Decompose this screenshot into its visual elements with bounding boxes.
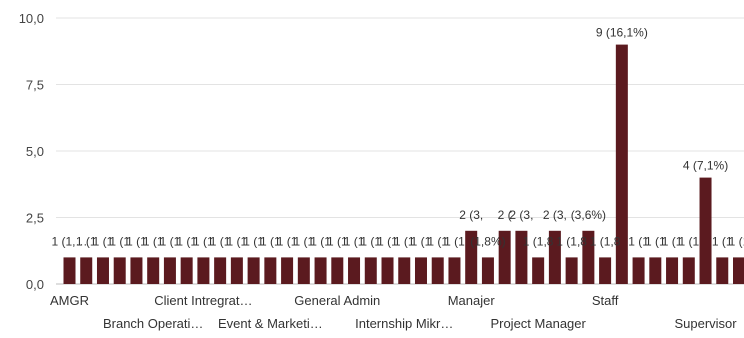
data-label: (3,6%) — [571, 208, 606, 222]
bar[interactable] — [415, 257, 427, 284]
data-label: 1 (1,8 — [523, 234, 554, 248]
bar[interactable] — [365, 257, 377, 284]
data-label: 1 (1 — [444, 234, 465, 248]
bar[interactable] — [130, 257, 142, 284]
x-tick-label: Internship Mikr… — [355, 316, 453, 331]
bar[interactable] — [716, 257, 728, 284]
bar[interactable] — [214, 257, 226, 284]
bar[interactable] — [197, 257, 209, 284]
x-tick-label: Event & Marketi… — [218, 316, 323, 331]
data-label: 9 (16,1%) — [596, 26, 648, 40]
bar[interactable] — [64, 257, 76, 284]
bar[interactable] — [147, 257, 159, 284]
bar[interactable] — [566, 257, 578, 284]
bar[interactable] — [114, 257, 126, 284]
bar[interactable] — [666, 257, 678, 284]
bar[interactable] — [231, 257, 243, 284]
bar[interactable] — [733, 257, 744, 284]
y-tick-label: 2,5 — [26, 211, 44, 226]
data-label: 2 (3, — [543, 208, 567, 222]
bar[interactable] — [599, 257, 611, 284]
bar[interactable] — [683, 257, 695, 284]
bar[interactable] — [298, 257, 310, 284]
data-label: 1 (1 — [729, 234, 744, 248]
bar[interactable] — [264, 257, 276, 284]
x-axis: AMGR Branch Operati… Client Intregrat… Even… — [50, 293, 737, 331]
x-tick-label: Staff — [592, 293, 619, 308]
x-tick-label: Branch Operati… — [103, 316, 203, 331]
x-tick-label: Client Intregrat… — [154, 293, 252, 308]
bar[interactable] — [448, 257, 460, 284]
bar[interactable] — [281, 257, 293, 284]
data-label: 1 (1 — [678, 234, 699, 248]
bar[interactable] — [248, 257, 260, 284]
bar[interactable] — [432, 257, 444, 284]
bar[interactable] — [382, 257, 394, 284]
bar[interactable] — [532, 257, 544, 284]
bar[interactable] — [97, 257, 109, 284]
bar[interactable] — [348, 257, 360, 284]
data-labels: 1 (1,…1 (11 (11 (11 (11 (11 (11 (11 (11 … — [51, 26, 744, 249]
x-tick-label: Supervisor — [674, 316, 737, 331]
y-tick-label: 5,0 — [26, 144, 44, 159]
bar[interactable] — [181, 257, 193, 284]
data-label: (1,8%) — [470, 234, 505, 248]
x-tick-label: AMGR — [50, 293, 89, 308]
bar[interactable] — [700, 178, 712, 284]
bar[interactable] — [398, 257, 410, 284]
bar[interactable] — [633, 257, 645, 284]
data-label: 1 (1,8 — [556, 234, 587, 248]
x-tick-label: Project Manager — [490, 316, 586, 331]
data-label: 2 (3, — [509, 208, 533, 222]
x-tick-label: General Admin — [294, 293, 380, 308]
y-axis: 0,0 2,5 5,0 7,5 10,0 — [19, 11, 44, 292]
data-label: 1 (1,8 — [590, 234, 621, 248]
bar[interactable] — [482, 257, 494, 284]
y-tick-label: 10,0 — [19, 11, 44, 26]
data-label: 4 (7,1%) — [683, 159, 728, 173]
x-tick-label: Manajer — [448, 293, 496, 308]
bar[interactable] — [80, 257, 92, 284]
bar[interactable] — [649, 257, 661, 284]
y-tick-label: 0,0 — [26, 277, 44, 292]
bar[interactable] — [164, 257, 176, 284]
bar[interactable] — [331, 257, 343, 284]
bar[interactable] — [315, 257, 327, 284]
data-label: 2 (3, — [459, 208, 483, 222]
y-tick-label: 7,5 — [26, 78, 44, 93]
